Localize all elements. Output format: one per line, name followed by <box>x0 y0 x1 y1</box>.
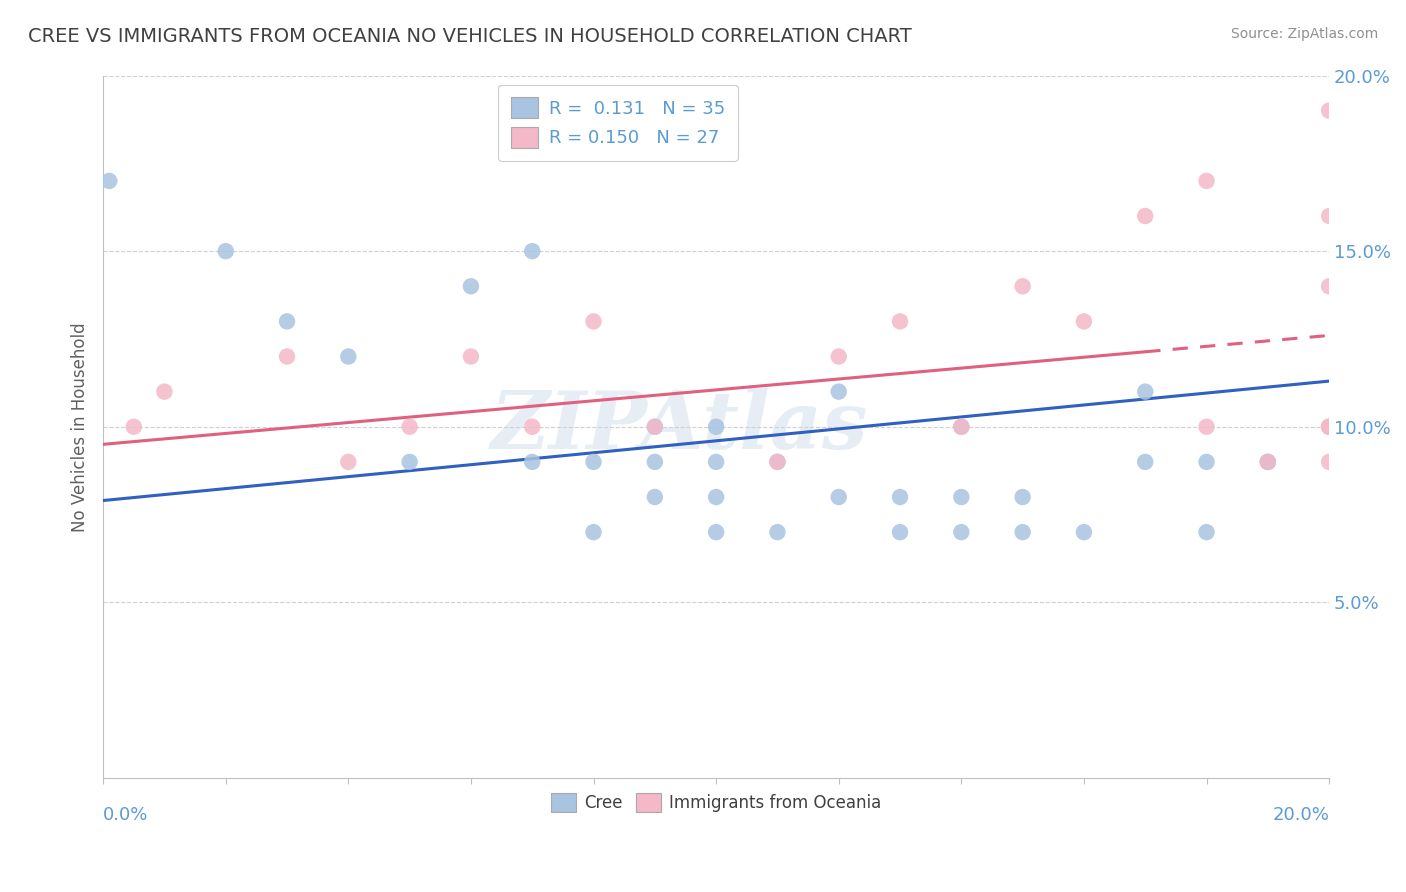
Point <box>1135 384 1157 399</box>
Point <box>766 525 789 540</box>
Point <box>1195 419 1218 434</box>
Point <box>1073 525 1095 540</box>
Point <box>644 490 666 504</box>
Point <box>950 490 973 504</box>
Point <box>1317 419 1340 434</box>
Point <box>950 419 973 434</box>
Point <box>1317 209 1340 223</box>
Point <box>950 525 973 540</box>
Point <box>582 455 605 469</box>
Point <box>522 419 544 434</box>
Point <box>1317 419 1340 434</box>
Point <box>766 455 789 469</box>
Point <box>704 525 727 540</box>
Point <box>1011 525 1033 540</box>
Point <box>828 350 851 364</box>
Text: 20.0%: 20.0% <box>1272 806 1329 824</box>
Text: ZIPAtlas: ZIPAtlas <box>491 388 868 466</box>
Point <box>644 419 666 434</box>
Point <box>398 455 420 469</box>
Point <box>950 419 973 434</box>
Point <box>1257 455 1279 469</box>
Point <box>889 490 911 504</box>
Point <box>122 419 145 434</box>
Point <box>704 419 727 434</box>
Point <box>1195 455 1218 469</box>
Point <box>1135 455 1157 469</box>
Text: CREE VS IMMIGRANTS FROM OCEANIA NO VEHICLES IN HOUSEHOLD CORRELATION CHART: CREE VS IMMIGRANTS FROM OCEANIA NO VEHIC… <box>28 27 912 45</box>
Point <box>704 490 727 504</box>
Point <box>1317 419 1340 434</box>
Point <box>153 384 176 399</box>
Point <box>1317 279 1340 293</box>
Point <box>215 244 238 259</box>
Y-axis label: No Vehicles in Household: No Vehicles in Household <box>72 322 89 532</box>
Point <box>1011 279 1033 293</box>
Point <box>460 279 482 293</box>
Point <box>1135 209 1157 223</box>
Point <box>1257 455 1279 469</box>
Point <box>1073 314 1095 328</box>
Point <box>644 419 666 434</box>
Text: 0.0%: 0.0% <box>103 806 149 824</box>
Point <box>1195 174 1218 188</box>
Point <box>889 525 911 540</box>
Point <box>582 314 605 328</box>
Text: Source: ZipAtlas.com: Source: ZipAtlas.com <box>1230 27 1378 41</box>
Point <box>1317 455 1340 469</box>
Point <box>398 419 420 434</box>
Point <box>766 455 789 469</box>
Point <box>1011 490 1033 504</box>
Point <box>98 174 121 188</box>
Point <box>276 350 298 364</box>
Point <box>828 490 851 504</box>
Point <box>337 455 360 469</box>
Point <box>704 138 727 153</box>
Point <box>337 350 360 364</box>
Point <box>582 525 605 540</box>
Point <box>276 314 298 328</box>
Point <box>889 314 911 328</box>
Point <box>704 455 727 469</box>
Point <box>522 455 544 469</box>
Point <box>1257 455 1279 469</box>
Point <box>828 384 851 399</box>
Point <box>460 350 482 364</box>
Legend: Cree, Immigrants from Oceania: Cree, Immigrants from Oceania <box>544 786 889 819</box>
Point <box>1195 525 1218 540</box>
Point <box>522 244 544 259</box>
Point <box>644 455 666 469</box>
Point <box>1317 103 1340 118</box>
